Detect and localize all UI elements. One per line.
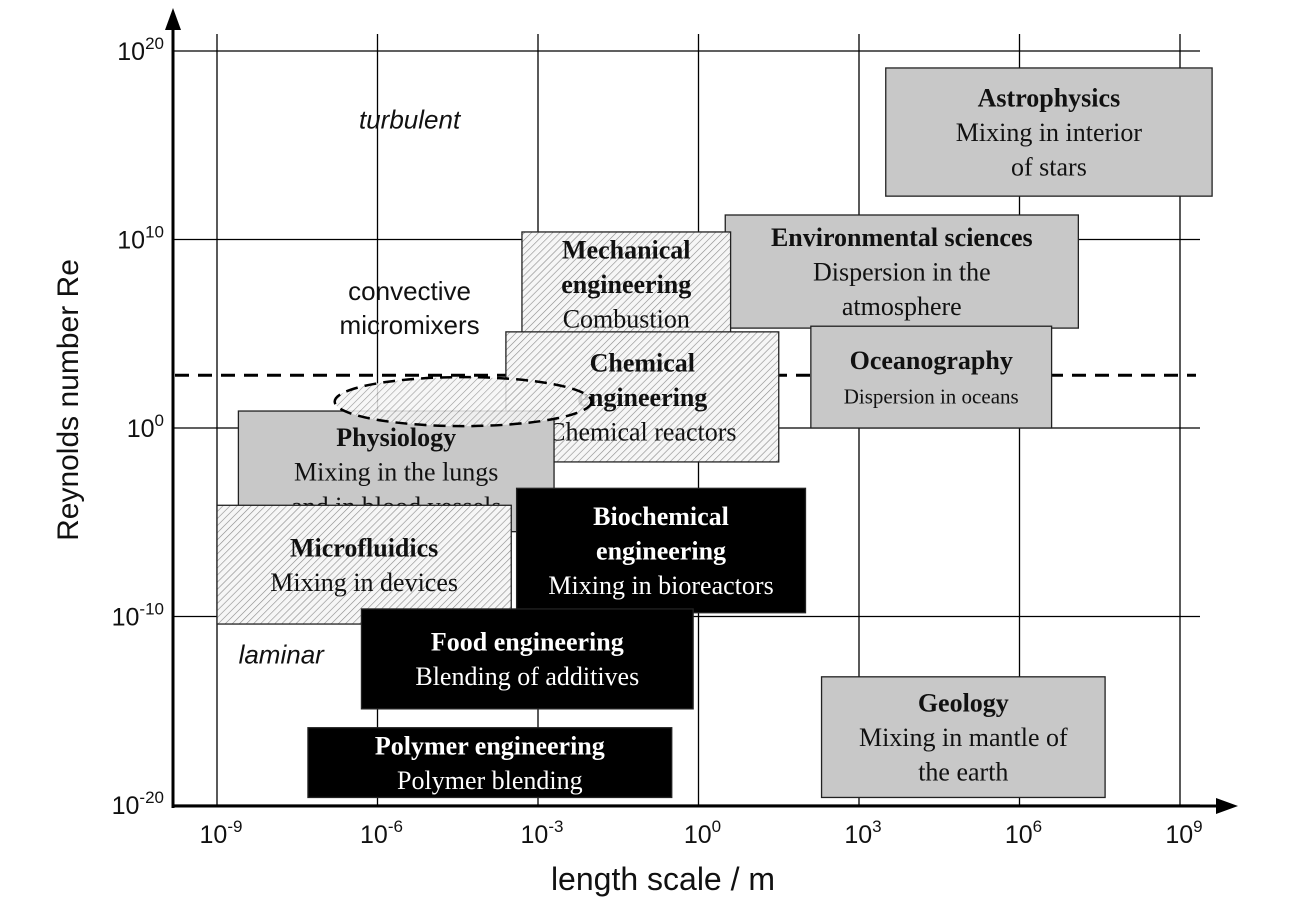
- region-oceanography: Oceanography Dispersion in oceans: [810, 325, 1053, 429]
- y-tick-label: 10-10: [112, 600, 164, 632]
- region-biochemical: Biochemical engineering Mixing in bioreact…: [515, 487, 807, 614]
- region-description: Combustion: [563, 304, 690, 333]
- region-box: [810, 325, 1053, 429]
- region-title: engineering: [577, 383, 707, 412]
- micromixer-ellipse: [333, 375, 593, 428]
- region-astrophysics: Astrophysics Mixing in interior of stars: [885, 67, 1213, 197]
- region-box: [515, 487, 807, 614]
- region-environmental: Environmental sciences Dispersion in the a…: [724, 214, 1080, 329]
- region-title: engineering: [561, 270, 691, 299]
- region-description: Dispersion in oceans: [844, 384, 1019, 408]
- region-title: Oceanography: [850, 346, 1013, 375]
- y-tick-label: 1020: [117, 34, 164, 66]
- region-description: Blending of additives: [415, 662, 639, 691]
- x-tick-label: 106: [1005, 817, 1042, 849]
- region-description: Mixing in mantle of: [859, 723, 1068, 752]
- region-description: Dispersion in the: [813, 258, 991, 287]
- y-tick-label: 10-20: [112, 788, 164, 820]
- region-mechanical: Mechanical engineering Combustion: [521, 231, 732, 337]
- region-title: Chemical: [590, 348, 695, 377]
- region-microfluidics: Microfluidics Mixing in devices: [216, 504, 512, 625]
- x-axis-arrow: [1216, 798, 1238, 814]
- region-food: Food engineering Blending of additives: [360, 608, 694, 710]
- region-title: Biochemical: [593, 502, 729, 531]
- region-title: Physiology: [336, 423, 456, 452]
- region-description: Mixing in interior: [956, 118, 1143, 147]
- regime-label: micromixers: [340, 310, 480, 340]
- y-tick-label: 1010: [117, 223, 164, 255]
- region-box: [360, 608, 694, 710]
- region-title: Microfluidics: [290, 533, 438, 562]
- region-title: Geology: [918, 689, 1009, 718]
- region-geology: Geology Mixing in mantle of the earth: [820, 676, 1106, 799]
- axes: [165, 8, 1238, 814]
- region-description: Mixing in devices: [270, 568, 458, 597]
- region-title: Astrophysics: [978, 84, 1121, 113]
- x-tick-label: 10-9: [200, 817, 243, 849]
- region-box: [724, 214, 1080, 329]
- y-axis-label: Reynolds number Re: [52, 259, 85, 541]
- region-description: Mixing in bioreactors: [548, 571, 773, 600]
- region-title: Environmental sciences: [771, 223, 1033, 252]
- tick-labels: 10-9 10-6 10-3 100 103 106 109 1020 1010 100 10-10…: [112, 34, 1203, 849]
- x-tick-label: 100: [684, 817, 721, 849]
- region-box: [521, 231, 732, 337]
- region-box: [216, 504, 512, 625]
- region-description: of stars: [1011, 153, 1087, 182]
- x-tick-label: 109: [1165, 817, 1202, 849]
- region-description: atmosphere: [842, 292, 962, 321]
- x-tick-label: 10-3: [521, 817, 564, 849]
- region-polymer: Polymer engineering Polymer blending: [307, 727, 673, 799]
- region-box: [820, 676, 1106, 799]
- region-description: Mixing in the lungs: [294, 457, 498, 486]
- region-title: Mechanical: [562, 235, 691, 264]
- region-title: Food engineering: [431, 628, 624, 657]
- x-axis-label: length scale / m: [551, 861, 775, 897]
- x-tick-label: 103: [844, 817, 881, 849]
- regime-label: convective: [348, 276, 471, 306]
- micromixer-ellipse-group: [333, 375, 593, 428]
- y-axis-arrow: [165, 8, 181, 30]
- x-tick-label: 10-6: [360, 817, 403, 849]
- regime-label: turbulent: [359, 104, 462, 134]
- application-regions: Astrophysics Mixing in interior of stars En…: [216, 67, 1213, 799]
- region-description: Chemical reactors: [548, 417, 736, 446]
- region-description: Polymer blending: [397, 766, 583, 795]
- regime-labels: turbulent convective micromixers laminar: [239, 104, 480, 669]
- region-title: Polymer engineering: [375, 731, 605, 760]
- regime-label: laminar: [239, 640, 326, 670]
- y-tick-label: 100: [127, 411, 164, 443]
- region-box: [307, 727, 673, 799]
- region-description: the earth: [918, 758, 1008, 787]
- region-title: engineering: [596, 537, 726, 566]
- region-box: [885, 67, 1213, 197]
